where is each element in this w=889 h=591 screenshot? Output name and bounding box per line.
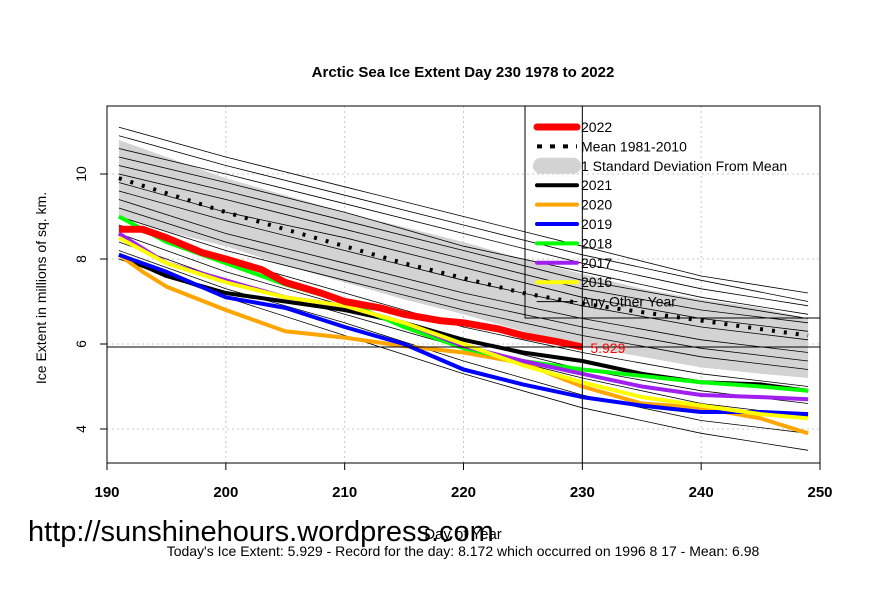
x-tick-label: 190	[94, 484, 119, 501]
legend-box	[524, 105, 821, 319]
x-tick-label: 220	[451, 484, 476, 501]
other-year-line	[118, 156, 809, 315]
legend-label: 2018	[581, 235, 612, 251]
y-axis-label: Ice Extent in millions of sq. km.	[33, 192, 49, 384]
series-lines	[117, 176, 809, 436]
watermark: http://sunshinehours.wordpress.com	[28, 516, 494, 548]
legend-label: 2021	[581, 177, 612, 193]
chart-title: Arctic Sea Ice Extent Day 230 1978 to 20…	[312, 64, 615, 81]
y-tick-label: 4	[73, 425, 89, 433]
series-line-y2018	[117, 214, 809, 393]
other-year-line	[118, 148, 809, 307]
legend-label: 2017	[581, 255, 612, 271]
other-year-line	[118, 250, 809, 434]
legend-label: 2020	[581, 197, 612, 213]
series-line-y2020	[117, 253, 809, 436]
series-line-y2019	[118, 252, 809, 417]
other-year-line	[118, 207, 809, 362]
other-year-line	[118, 126, 809, 294]
legend-label: Any Other Year	[581, 294, 676, 310]
series-line-y2022	[118, 225, 584, 351]
value-annotation: 5.929	[590, 340, 625, 356]
footer-text: Today's Ice Extent: 5.929 - Record for t…	[167, 543, 760, 559]
x-tick-label: 200	[213, 484, 238, 501]
y-tick-label: 8	[73, 255, 89, 263]
axes: 190 200 210 220 230 240 250 4 6 8 10	[73, 105, 833, 501]
legend-label: 1 Standard Deviation From Mean	[581, 158, 787, 174]
series-line-y2016	[117, 235, 809, 421]
other-year-line	[118, 135, 809, 302]
legend: 2022 Mean 1981-2010 1 Standard Deviation F…	[524, 105, 821, 319]
other-year-line	[118, 216, 809, 370]
day-marker: 5.929	[107, 106, 820, 463]
other-year-line	[118, 199, 809, 353]
x-axis-label: Day of Year	[424, 526, 502, 543]
legend-label: Mean 1981-2010	[581, 138, 687, 154]
x-tick-label: 240	[689, 484, 714, 501]
x-tick-label: 250	[807, 484, 832, 501]
y-tick-label: 10	[73, 166, 89, 182]
y-tick-label: 6	[73, 340, 89, 348]
other-year-line	[118, 190, 809, 341]
other-year-line	[118, 173, 809, 324]
series-line-mean	[118, 176, 809, 338]
x-tick-label: 210	[332, 484, 357, 501]
legend-label: 2019	[581, 216, 612, 232]
legend-label: 2016	[581, 274, 612, 290]
legend-label: 2022	[581, 119, 612, 135]
other-year-line	[118, 165, 809, 319]
x-tick-label: 230	[570, 484, 595, 501]
